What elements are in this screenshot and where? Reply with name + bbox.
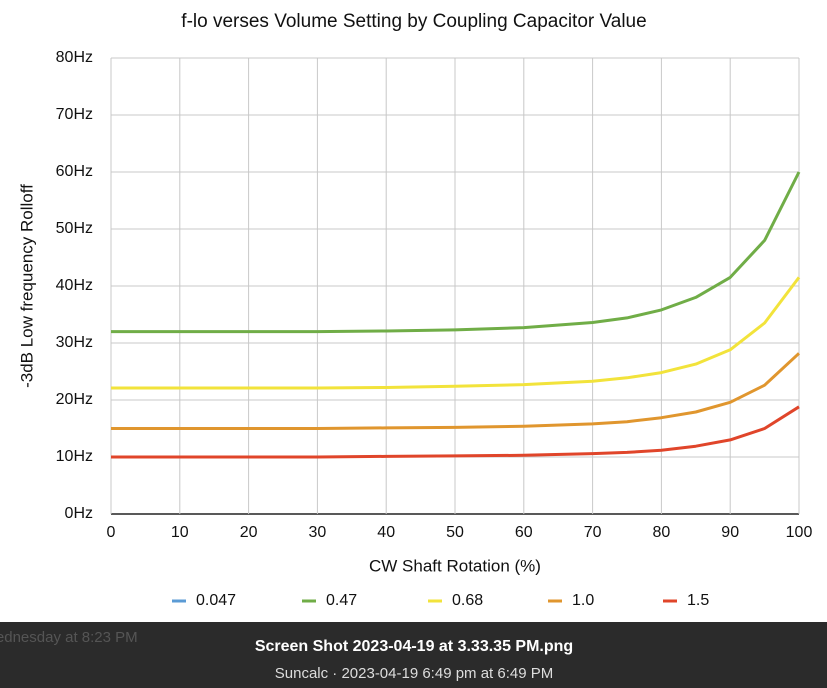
legend-label: 0.047 (196, 592, 236, 609)
file-info: Suncalc · 2023-04-19 6:49 pm at 6:49 PM (275, 665, 554, 682)
chart-title: f-lo verses Volume Setting by Coupling C… (181, 11, 646, 32)
y-tick-label: 70Hz (56, 106, 93, 123)
data-line (111, 171, 801, 334)
y-tick-label: 20Hz (56, 391, 93, 408)
data-line (111, 352, 801, 430)
y-tick-label: 60Hz (56, 163, 93, 180)
plot-area (111, 171, 801, 459)
data-line (111, 405, 800, 459)
caption-bar (0, 622, 827, 688)
x-tick-label: 70 (584, 524, 602, 541)
y-tick-label: 80Hz (56, 49, 93, 66)
x-tick-label: 100 (786, 524, 813, 541)
x-tick-label: 90 (721, 524, 739, 541)
y-tick-label: 0Hz (65, 505, 93, 522)
chart-background (0, 0, 827, 622)
y-axis-label: -3dB Low frequency Rolloff (17, 184, 36, 388)
x-tick-label: 0 (107, 524, 116, 541)
y-tick-label: 40Hz (56, 277, 93, 294)
x-tick-label: 80 (653, 524, 671, 541)
y-tick-label: 50Hz (56, 220, 93, 237)
data-line (111, 276, 801, 390)
background-text: Wednesday at 8:23 PM (0, 629, 138, 646)
x-tick-label: 50 (446, 524, 464, 541)
x-tick-label: 20 (240, 524, 258, 541)
file-name: Screen Shot 2023-04-19 at 3.33.35 PM.png (255, 638, 573, 655)
x-tick-label: 40 (377, 524, 395, 541)
x-axis-label: CW Shaft Rotation (%) (369, 556, 541, 575)
legend-label: 1.5 (687, 592, 709, 609)
x-tick-label: 60 (515, 524, 533, 541)
x-tick-label: 10 (171, 524, 189, 541)
y-tick-label: 10Hz (56, 448, 93, 465)
y-tick-label: 30Hz (56, 334, 93, 351)
legend-label: 1.0 (572, 592, 594, 609)
x-tick-label: 30 (309, 524, 327, 541)
legend-label: 0.68 (452, 592, 483, 609)
legend-label: 0.47 (326, 592, 357, 609)
